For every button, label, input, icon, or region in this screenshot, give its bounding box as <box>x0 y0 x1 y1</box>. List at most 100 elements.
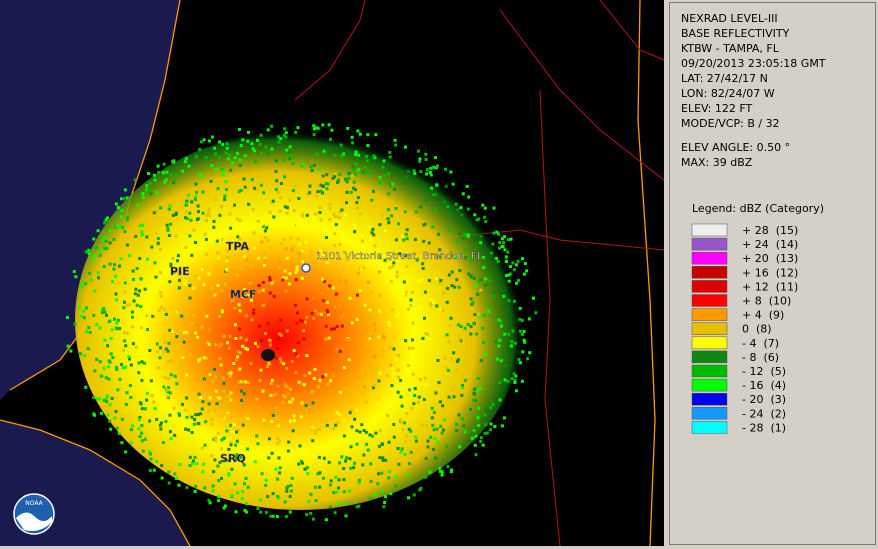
radar-dot <box>174 211 178 215</box>
radar-dot <box>319 218 323 222</box>
radar-dot <box>357 504 361 508</box>
radar-dot <box>140 230 144 234</box>
radar-dot <box>100 311 104 315</box>
radar-dot <box>143 287 147 291</box>
radar-dot <box>159 421 163 425</box>
radar-dot <box>202 283 206 287</box>
radar-dot <box>239 144 243 148</box>
radar-dot <box>318 211 322 214</box>
radar-dot <box>331 372 335 376</box>
radar-dot <box>313 485 317 489</box>
radar-site <box>261 349 275 361</box>
radar-dot <box>446 465 450 469</box>
radar-dot <box>309 511 313 515</box>
radar-dot <box>210 422 214 426</box>
radar-dot <box>509 344 513 348</box>
radar-dot <box>227 153 231 157</box>
radar-dot <box>96 271 100 275</box>
radar-dot <box>371 227 375 231</box>
radar-dot <box>192 313 195 317</box>
radar-dot <box>301 213 305 216</box>
radar-dot <box>386 280 390 284</box>
radar-dot <box>463 430 467 434</box>
radar-dot <box>92 396 96 400</box>
radar-dot <box>355 442 359 446</box>
radar-dot <box>193 418 197 421</box>
radar-dot <box>425 198 429 202</box>
radar-dot <box>165 170 169 174</box>
radar-dot <box>200 175 203 179</box>
radar-dots <box>65 123 538 522</box>
radar-dot <box>187 193 191 197</box>
radar-dot <box>466 234 470 238</box>
radar-dot <box>200 356 204 360</box>
radar-dot <box>372 233 376 237</box>
radar-dot <box>372 164 376 168</box>
radar-dot <box>181 305 185 309</box>
radar-dot <box>103 310 107 314</box>
radar-dot <box>449 470 453 474</box>
radar-dot <box>201 190 205 194</box>
radar-dot <box>514 263 518 267</box>
radar-dot <box>324 182 328 185</box>
radar-dot <box>446 368 450 372</box>
radar-dot <box>239 380 243 384</box>
radar-dot <box>238 219 242 222</box>
radar-dot <box>213 373 217 377</box>
radar-dot <box>300 249 304 253</box>
radar-dot <box>360 423 364 427</box>
legend-swatch <box>691 266 728 279</box>
radar-dot <box>400 404 404 408</box>
radar-dot <box>523 340 527 344</box>
radar-dot <box>308 271 312 275</box>
radar-dot <box>202 462 206 466</box>
radar-dot <box>221 334 225 337</box>
radar-dot <box>411 346 415 350</box>
radar-dot <box>518 329 522 333</box>
radar-dot <box>246 381 250 384</box>
radar-dot <box>159 271 163 275</box>
radar-dot <box>92 313 96 317</box>
radar-dot <box>357 168 361 172</box>
radar-dot <box>282 238 286 241</box>
legend-swatch <box>691 378 728 392</box>
radar-dot <box>226 249 230 253</box>
radar-dot <box>326 310 330 314</box>
radar-dot <box>224 400 228 404</box>
radar-dot <box>279 333 283 337</box>
radar-dot <box>303 467 307 471</box>
radar-dot <box>148 419 152 423</box>
radar-dot <box>243 185 247 189</box>
radar-dot <box>394 475 398 479</box>
radar-dot <box>207 498 211 502</box>
radar-dot <box>423 376 427 380</box>
radar-dot <box>299 415 303 419</box>
radar-dot <box>126 331 129 335</box>
radar-dot <box>212 470 216 474</box>
radar-dot <box>325 150 329 154</box>
radar-dot <box>161 171 165 175</box>
radar-dot <box>215 180 219 184</box>
radar-dot <box>469 332 473 336</box>
radar-dot <box>430 406 434 410</box>
radar-dot <box>461 386 465 389</box>
radar-dot <box>511 329 515 333</box>
radar-dot <box>407 427 411 431</box>
radar-dot <box>84 282 88 286</box>
radar-dot <box>236 235 240 239</box>
radar-dot <box>312 296 316 300</box>
radar-dot <box>115 298 119 302</box>
radar-dot <box>256 219 260 223</box>
radar-dot <box>107 359 111 363</box>
radar-dot <box>292 208 296 212</box>
radar-dot <box>460 213 464 217</box>
radar-dot <box>327 336 331 340</box>
radar-dot <box>156 237 160 240</box>
radar-dot <box>138 224 142 228</box>
radar-dot <box>338 461 342 465</box>
radar-dot <box>93 254 97 258</box>
radar-dot <box>239 456 243 459</box>
radar-dot <box>472 321 476 325</box>
radar-dot <box>177 483 181 487</box>
radar-dot <box>365 159 369 163</box>
